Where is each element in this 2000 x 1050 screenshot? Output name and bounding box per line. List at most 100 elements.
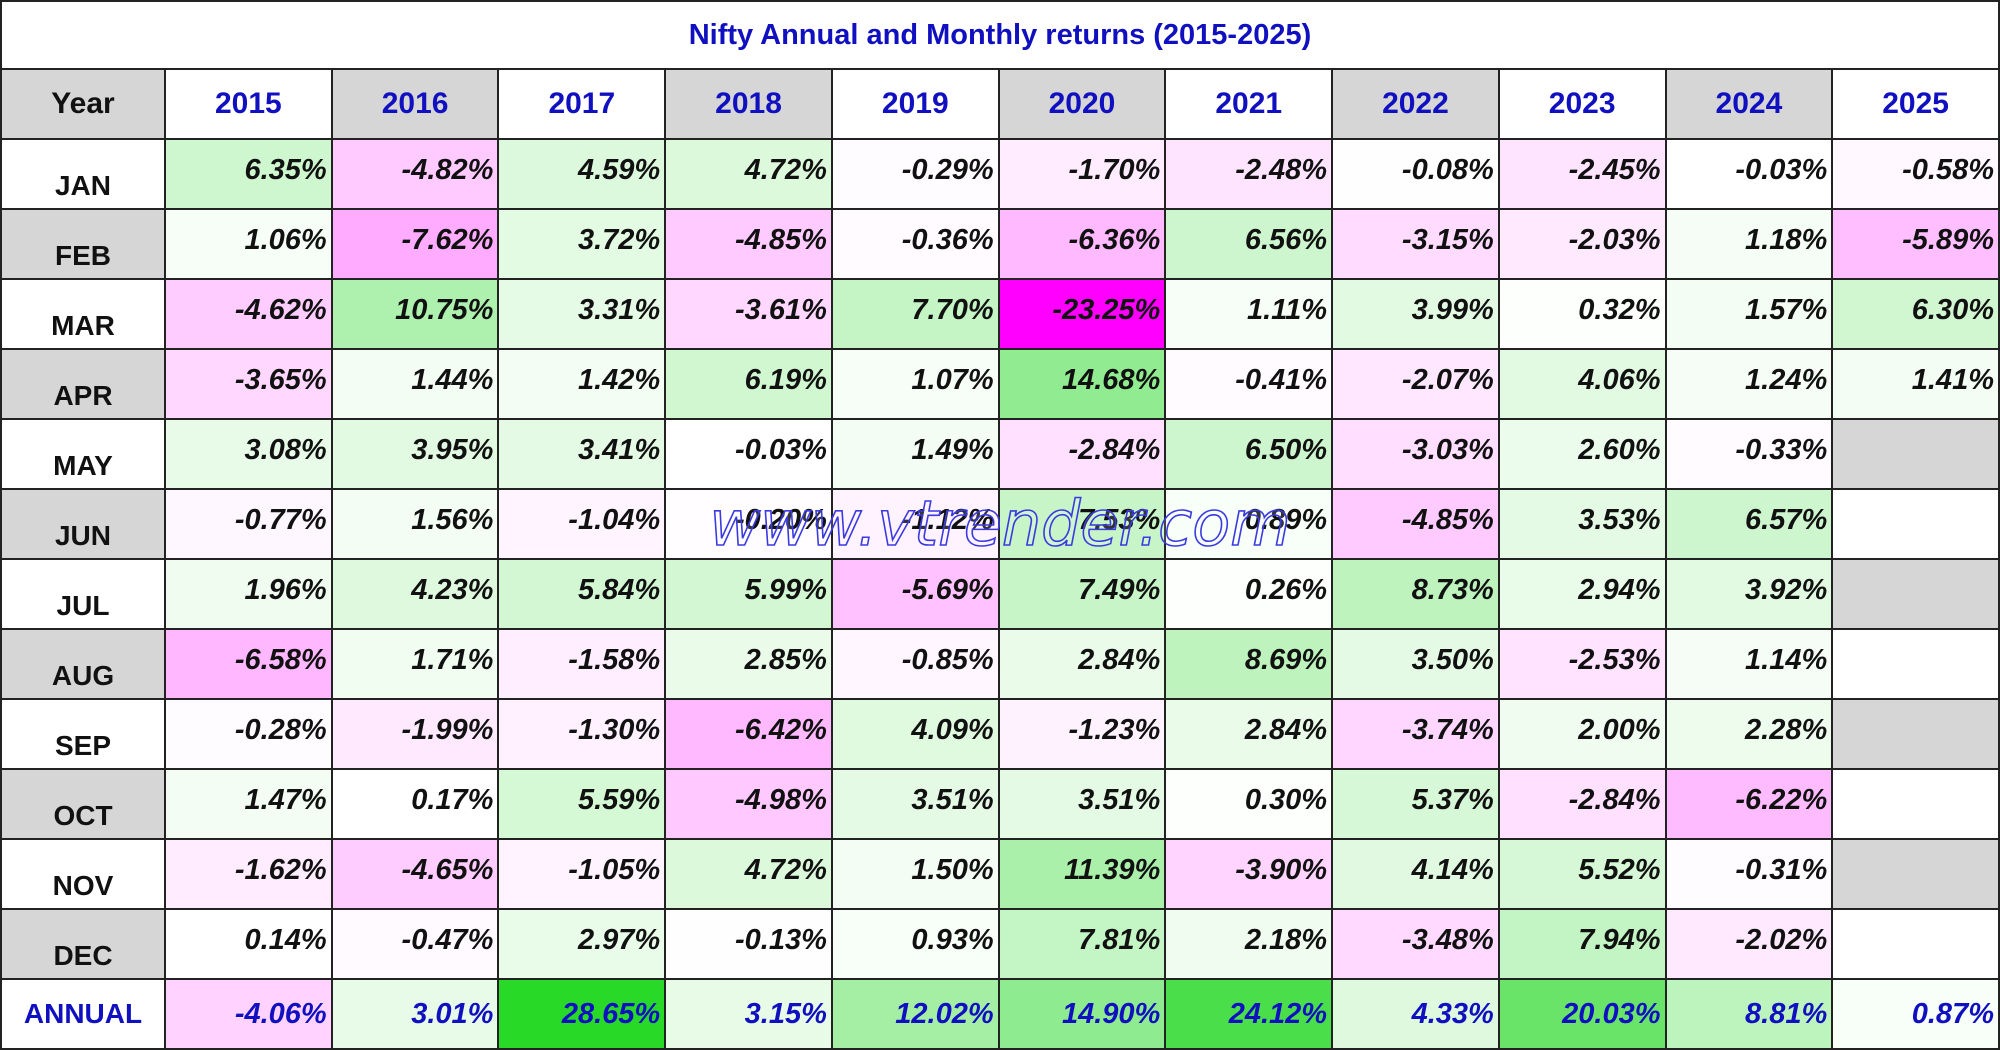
- return-cell: 1.11%: [1166, 280, 1334, 350]
- row-label: OCT: [0, 770, 166, 840]
- return-cell: 3.51%: [832, 770, 1000, 840]
- return-cell: -0.77%: [166, 490, 333, 560]
- return-cell: 4.72%: [666, 140, 833, 210]
- return-cell: -4.98%: [666, 770, 833, 840]
- return-cell: -3.65%: [166, 350, 333, 420]
- return-cell: 0.30%: [1166, 770, 1334, 840]
- return-cell: -0.41%: [1166, 350, 1334, 420]
- return-cell: 28.65%: [499, 980, 667, 1050]
- return-cell: -6.36%: [999, 210, 1167, 280]
- return-cell: 3.51%: [999, 770, 1167, 840]
- row-label: NOV: [0, 840, 166, 910]
- year-header: 2024: [1666, 70, 1834, 140]
- row-label: ANNUAL: [0, 980, 166, 1050]
- year-header: 2025: [1833, 70, 2000, 140]
- year-header: 2018: [666, 70, 833, 140]
- return-cell: 4.09%: [832, 700, 1000, 770]
- return-cell: -2.45%: [1499, 140, 1667, 210]
- return-cell: 4.14%: [1333, 840, 1500, 910]
- return-cell: -4.82%: [332, 140, 500, 210]
- return-cell: 1.57%: [1666, 280, 1834, 350]
- return-cell: -4.62%: [166, 280, 333, 350]
- return-cell: -1.70%: [999, 140, 1167, 210]
- return-cell: -1.04%: [499, 490, 667, 560]
- return-cell: 0.17%: [332, 770, 500, 840]
- return-cell: 11.39%: [999, 840, 1167, 910]
- return-cell: -3.48%: [1333, 910, 1500, 980]
- return-cell: 0.89%: [1166, 490, 1334, 560]
- return-cell: -1.58%: [499, 630, 667, 700]
- return-cell: 7.81%: [999, 910, 1167, 980]
- return-cell: 5.99%: [666, 560, 833, 630]
- row-label: JUL: [0, 560, 166, 630]
- year-header: 2015: [166, 70, 333, 140]
- empty-cell: [1833, 840, 2000, 910]
- return-cell: 1.49%: [832, 420, 1000, 490]
- year-header: 2021: [1166, 70, 1334, 140]
- return-cell: 2.00%: [1499, 700, 1667, 770]
- return-cell: 1.56%: [332, 490, 500, 560]
- return-cell: 7.94%: [1499, 910, 1667, 980]
- return-cell: -3.15%: [1333, 210, 1500, 280]
- empty-cell: [1833, 490, 2000, 560]
- return-cell: 1.96%: [166, 560, 333, 630]
- return-cell: -1.12%: [832, 490, 1000, 560]
- return-cell: -7.62%: [332, 210, 500, 280]
- return-cell: 6.30%: [1833, 280, 2000, 350]
- return-cell: -5.69%: [832, 560, 1000, 630]
- return-cell: 4.72%: [666, 840, 833, 910]
- row-label: AUG: [0, 630, 166, 700]
- return-cell: 6.56%: [1166, 210, 1334, 280]
- row-label: JAN: [0, 140, 166, 210]
- return-cell: 7.53%: [999, 490, 1167, 560]
- year-header: 2019: [832, 70, 1000, 140]
- return-cell: 3.31%: [499, 280, 667, 350]
- return-cell: -1.62%: [166, 840, 333, 910]
- return-cell: 1.24%: [1666, 350, 1834, 420]
- return-cell: -2.02%: [1666, 910, 1834, 980]
- return-cell: 14.90%: [999, 980, 1167, 1050]
- return-cell: -0.08%: [1333, 140, 1500, 210]
- return-cell: -4.65%: [332, 840, 500, 910]
- row-label: JUN: [0, 490, 166, 560]
- return-cell: -2.53%: [1499, 630, 1667, 700]
- return-cell: 4.23%: [332, 560, 500, 630]
- return-cell: -2.84%: [999, 420, 1167, 490]
- return-cell: 2.18%: [1166, 910, 1334, 980]
- return-cell: -4.85%: [666, 210, 833, 280]
- row-label: FEB: [0, 210, 166, 280]
- return-cell: 0.26%: [1166, 560, 1334, 630]
- row-label: APR: [0, 350, 166, 420]
- return-cell: 2.28%: [1666, 700, 1834, 770]
- return-cell: -1.99%: [332, 700, 500, 770]
- return-cell: -2.84%: [1499, 770, 1667, 840]
- return-cell: -2.48%: [1166, 140, 1334, 210]
- return-cell: 2.84%: [1166, 700, 1334, 770]
- empty-cell: [1833, 910, 2000, 980]
- return-cell: 0.93%: [832, 910, 1000, 980]
- header-label: Year: [0, 70, 166, 140]
- return-cell: 20.03%: [1499, 980, 1667, 1050]
- return-cell: -0.28%: [166, 700, 333, 770]
- return-cell: 24.12%: [1166, 980, 1334, 1050]
- return-cell: 1.06%: [166, 210, 333, 280]
- return-cell: -0.47%: [332, 910, 500, 980]
- return-cell: 7.49%: [999, 560, 1167, 630]
- year-header: 2017: [499, 70, 667, 140]
- return-cell: 1.41%: [1833, 350, 2000, 420]
- return-cell: 6.50%: [1166, 420, 1334, 490]
- row-label: SEP: [0, 700, 166, 770]
- return-cell: 1.07%: [832, 350, 1000, 420]
- return-cell: 6.57%: [1666, 490, 1834, 560]
- return-cell: -1.05%: [499, 840, 667, 910]
- empty-cell: [1833, 770, 2000, 840]
- return-cell: 8.81%: [1666, 980, 1834, 1050]
- return-cell: 5.52%: [1499, 840, 1667, 910]
- return-cell: 6.19%: [666, 350, 833, 420]
- return-cell: 1.18%: [1666, 210, 1834, 280]
- return-cell: -0.29%: [832, 140, 1000, 210]
- empty-cell: [1833, 630, 2000, 700]
- return-cell: 4.33%: [1333, 980, 1500, 1050]
- return-cell: 6.35%: [166, 140, 333, 210]
